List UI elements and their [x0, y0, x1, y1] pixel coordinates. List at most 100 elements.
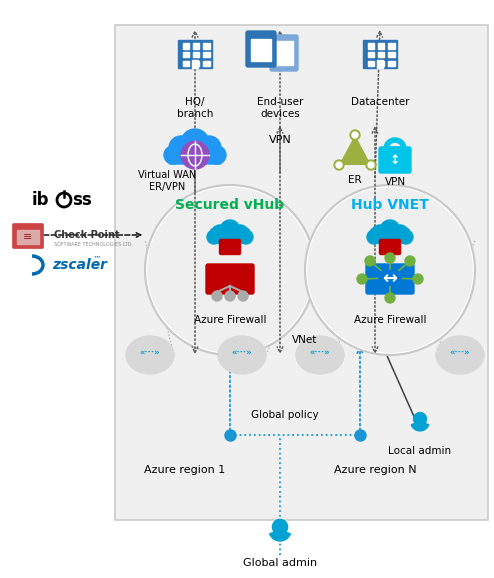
FancyBboxPatch shape — [12, 224, 43, 249]
FancyBboxPatch shape — [251, 39, 271, 61]
Text: Global admin: Global admin — [243, 558, 317, 568]
FancyBboxPatch shape — [169, 148, 221, 164]
Text: Hub VNET: Hub VNET — [351, 198, 429, 212]
Bar — [378, 52, 384, 57]
FancyBboxPatch shape — [115, 25, 488, 520]
Circle shape — [385, 253, 395, 263]
Text: Azure Firewall: Azure Firewall — [194, 315, 266, 325]
Circle shape — [169, 136, 193, 160]
Text: «···»: «···» — [450, 349, 470, 358]
Circle shape — [334, 160, 344, 170]
FancyBboxPatch shape — [206, 264, 254, 294]
Bar — [204, 61, 209, 66]
Text: ER: ER — [348, 175, 362, 185]
Bar — [183, 43, 189, 49]
Circle shape — [371, 225, 389, 243]
FancyBboxPatch shape — [246, 31, 276, 67]
Circle shape — [405, 256, 415, 266]
FancyBboxPatch shape — [219, 239, 241, 254]
FancyBboxPatch shape — [178, 40, 212, 68]
Circle shape — [211, 225, 229, 243]
Circle shape — [145, 185, 315, 355]
Circle shape — [385, 293, 395, 303]
Circle shape — [352, 132, 358, 138]
FancyBboxPatch shape — [363, 40, 397, 68]
Text: «···»: «···» — [232, 349, 252, 358]
Circle shape — [365, 256, 375, 266]
Bar — [204, 52, 209, 57]
Bar — [388, 43, 395, 49]
FancyBboxPatch shape — [371, 229, 409, 243]
Bar — [204, 43, 209, 49]
Circle shape — [305, 185, 475, 355]
Circle shape — [148, 188, 312, 352]
Bar — [376, 60, 383, 68]
Circle shape — [272, 520, 288, 535]
Circle shape — [212, 291, 222, 301]
Circle shape — [207, 230, 221, 244]
Text: End-user
devices: End-user devices — [257, 97, 303, 118]
Circle shape — [368, 162, 374, 168]
Text: ib: ib — [32, 191, 49, 209]
Wedge shape — [270, 530, 290, 541]
Text: VPN: VPN — [269, 135, 291, 145]
Text: ↕: ↕ — [390, 154, 400, 166]
FancyBboxPatch shape — [379, 147, 411, 173]
Circle shape — [181, 129, 209, 157]
Ellipse shape — [296, 336, 344, 374]
FancyBboxPatch shape — [211, 229, 249, 243]
Circle shape — [238, 291, 248, 301]
Text: «···»: «···» — [310, 349, 330, 358]
Text: zscaler: zscaler — [52, 258, 107, 272]
Circle shape — [366, 160, 376, 170]
FancyBboxPatch shape — [379, 239, 401, 254]
Circle shape — [380, 220, 400, 240]
Text: Check Point: Check Point — [54, 230, 120, 240]
FancyBboxPatch shape — [385, 147, 405, 157]
Circle shape — [231, 225, 249, 243]
Text: Azure region 1: Azure region 1 — [144, 465, 226, 475]
Text: «···»: «···» — [140, 349, 160, 358]
Text: ↔: ↔ — [382, 270, 398, 288]
Bar — [193, 52, 200, 57]
Bar — [192, 60, 199, 68]
Circle shape — [197, 136, 221, 160]
Circle shape — [164, 146, 182, 164]
Text: HQ/
branch: HQ/ branch — [177, 97, 213, 118]
Circle shape — [181, 141, 209, 169]
Text: Azure region N: Azure region N — [333, 465, 416, 475]
Text: VPN: VPN — [384, 177, 406, 187]
Text: ™: ™ — [93, 254, 101, 264]
Polygon shape — [339, 135, 371, 165]
Circle shape — [308, 188, 472, 352]
Bar — [193, 43, 200, 49]
Circle shape — [336, 162, 342, 168]
Bar — [388, 61, 395, 66]
Text: Global policy: Global policy — [251, 410, 319, 420]
Bar — [368, 43, 374, 49]
Bar — [378, 43, 384, 49]
Text: ss: ss — [72, 191, 92, 209]
Bar — [368, 52, 374, 57]
Ellipse shape — [436, 336, 484, 374]
FancyBboxPatch shape — [366, 264, 414, 294]
Bar — [183, 52, 189, 57]
Ellipse shape — [218, 336, 266, 374]
Text: Secured vHub: Secured vHub — [175, 198, 285, 212]
Text: VNet: VNet — [292, 335, 318, 345]
Bar — [183, 61, 189, 66]
Circle shape — [57, 193, 71, 207]
Text: Datacenter: Datacenter — [351, 97, 409, 107]
Bar — [368, 61, 374, 66]
FancyBboxPatch shape — [275, 41, 293, 65]
Circle shape — [239, 230, 253, 244]
Bar — [193, 61, 200, 66]
Circle shape — [357, 274, 367, 284]
Text: ≡: ≡ — [23, 232, 33, 242]
Circle shape — [208, 146, 226, 164]
Text: Azure Firewall: Azure Firewall — [354, 315, 426, 325]
Ellipse shape — [126, 336, 174, 374]
Circle shape — [399, 230, 413, 244]
Circle shape — [225, 291, 235, 301]
Circle shape — [413, 413, 426, 425]
